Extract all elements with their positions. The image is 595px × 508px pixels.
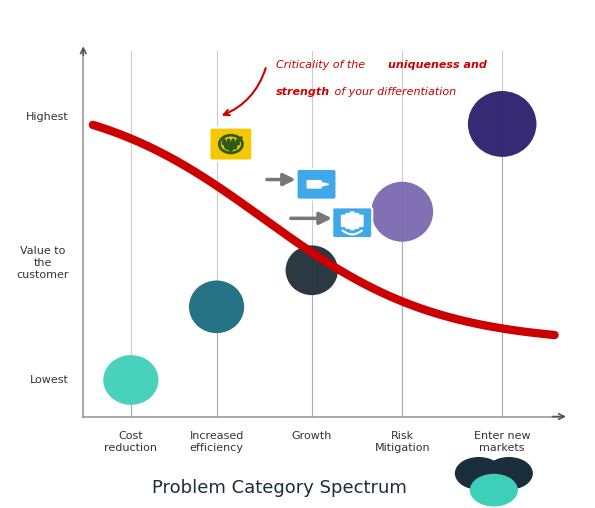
Text: Problem Category Spectrum: Problem Category Spectrum [152, 479, 407, 497]
Ellipse shape [189, 280, 244, 333]
FancyBboxPatch shape [296, 169, 337, 200]
Polygon shape [321, 182, 328, 186]
Ellipse shape [286, 245, 338, 295]
Text: Enter new
markets: Enter new markets [474, 431, 531, 453]
FancyBboxPatch shape [341, 215, 346, 227]
Text: strength: strength [276, 87, 330, 98]
Text: Growth: Growth [292, 431, 332, 441]
FancyBboxPatch shape [345, 213, 350, 229]
FancyBboxPatch shape [359, 215, 364, 227]
FancyBboxPatch shape [209, 128, 252, 161]
Text: Increased
efficiency: Increased efficiency [189, 431, 244, 453]
Circle shape [471, 474, 517, 506]
FancyBboxPatch shape [306, 180, 322, 188]
FancyBboxPatch shape [332, 207, 372, 238]
Text: of your differentiation: of your differentiation [331, 87, 456, 98]
Ellipse shape [371, 182, 433, 242]
Text: Cost
reduction: Cost reduction [104, 431, 158, 453]
Circle shape [456, 458, 502, 489]
FancyBboxPatch shape [350, 211, 355, 231]
FancyBboxPatch shape [354, 213, 359, 229]
Text: Criticality of the: Criticality of the [276, 60, 369, 70]
Text: Highest: Highest [26, 112, 69, 121]
Text: uniqueness and: uniqueness and [388, 60, 487, 70]
Text: Lowest: Lowest [30, 375, 69, 385]
Text: Risk
Mitigation: Risk Mitigation [374, 431, 430, 453]
Circle shape [486, 458, 532, 489]
Ellipse shape [468, 91, 537, 157]
Text: Value to
the
customer: Value to the customer [17, 246, 69, 279]
Ellipse shape [104, 355, 158, 405]
